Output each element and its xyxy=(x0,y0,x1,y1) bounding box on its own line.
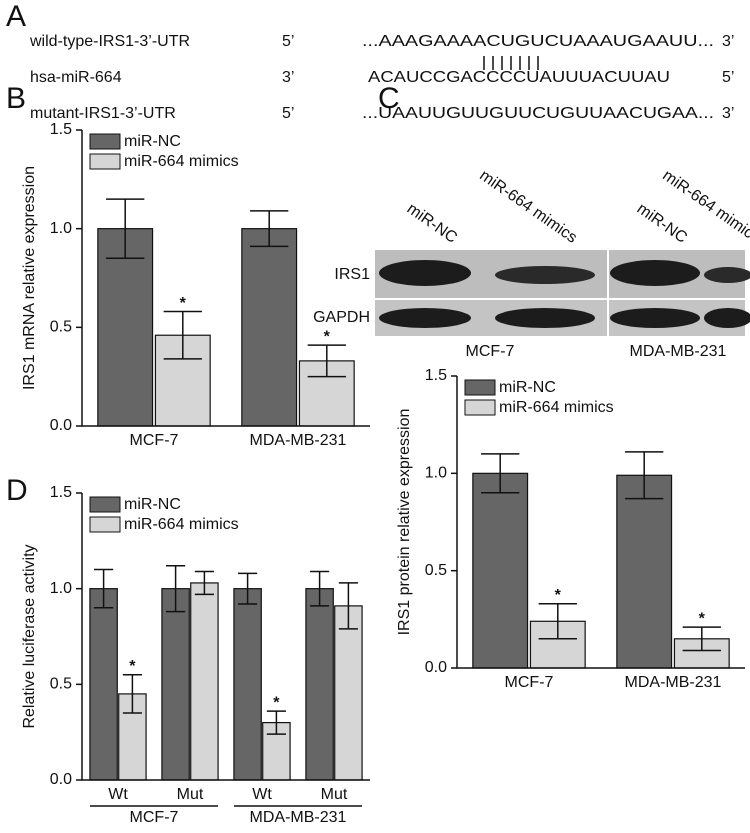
group-label: MDA-MB-231 xyxy=(250,809,347,826)
legend-label: miR-NC xyxy=(124,133,181,150)
y-tick-label: 0.0 xyxy=(50,417,72,434)
sequence-end: 3’ xyxy=(722,105,734,122)
sequence-name: mutant-IRS1-3’-UTR xyxy=(30,105,176,122)
protein-label: IRS1 xyxy=(334,266,370,283)
error-bar xyxy=(106,198,145,260)
y-tick-label: 0.5 xyxy=(50,676,72,693)
significance: * xyxy=(555,587,562,604)
bar xyxy=(154,334,211,427)
bar xyxy=(472,472,529,669)
blot xyxy=(375,250,750,336)
x-tick-label: Wt xyxy=(252,786,272,803)
significance: * xyxy=(273,694,280,711)
y-tick-label: 0.0 xyxy=(50,771,72,788)
legend-swatch xyxy=(89,133,121,150)
pairing-lines xyxy=(483,56,539,70)
legend-label: miR-664 mimics xyxy=(499,399,614,416)
bar xyxy=(97,228,154,427)
x-tick-label: Wt xyxy=(108,786,128,803)
sequence-name: hsa-miR-664 xyxy=(30,69,122,86)
error-bar xyxy=(481,453,520,494)
sequence-end: 5’ xyxy=(722,69,734,86)
bar xyxy=(305,588,334,781)
bar xyxy=(190,582,219,781)
y-axis-label: IRS1 protein relative expression xyxy=(396,409,413,636)
bar xyxy=(233,588,262,781)
lane-label: miR-NC xyxy=(404,200,460,247)
x-tick-label: MCF-7 xyxy=(130,432,179,449)
group-label: MCF-7 xyxy=(130,809,179,826)
bar xyxy=(89,588,118,781)
error-bar xyxy=(266,710,286,735)
bar xyxy=(334,605,363,781)
x-tick-label: MCF-7 xyxy=(505,674,554,691)
sequence: ACAUCCGACCCCUAUUUACUUAU xyxy=(368,69,670,86)
y-tick-label: 1.5 xyxy=(425,367,447,384)
y-tick-label: 1.0 xyxy=(50,220,72,237)
error-bar xyxy=(538,603,577,640)
x-tick-label: MDA-MB-231 xyxy=(250,432,347,449)
error-bar xyxy=(307,344,346,378)
cell-line-label: MDA-MB-231 xyxy=(630,343,727,360)
lane-label: miR-664 mimics xyxy=(476,167,580,247)
sequence-end: 5’ xyxy=(282,105,294,122)
legend-label: miR-NC xyxy=(499,379,556,396)
panel-label: A xyxy=(6,0,26,33)
significance: * xyxy=(699,610,706,627)
significance: * xyxy=(324,328,331,345)
sequence: ...UAAUUGUUGUUCUGUUAACUGAA... xyxy=(362,105,714,122)
y-axis-label: IRS1 mRNA relative expression xyxy=(21,166,38,390)
significance: * xyxy=(129,658,136,675)
y-tick-label: 1.5 xyxy=(50,121,72,138)
error-bar xyxy=(310,570,330,607)
bar xyxy=(616,474,673,669)
x-tick-label: Mut xyxy=(177,786,204,803)
bar xyxy=(161,588,190,781)
legend-label: miR-NC xyxy=(124,496,181,513)
error-bar xyxy=(194,570,214,596)
significance: * xyxy=(180,295,187,312)
sequence-name: wild-type-IRS1-3’-UTR xyxy=(29,33,190,50)
y-tick-label: 1.0 xyxy=(425,465,447,482)
y-tick-label: 0.5 xyxy=(50,319,72,336)
error-bar xyxy=(238,572,258,605)
panel-label: D xyxy=(6,474,28,507)
y-tick-label: 1.0 xyxy=(50,580,72,597)
panel-label: C xyxy=(378,82,400,115)
legend-swatch xyxy=(464,379,496,396)
error-bar xyxy=(338,582,358,630)
y-tick-label: 0.5 xyxy=(425,562,447,579)
error-bar xyxy=(94,568,114,609)
error-bar xyxy=(250,210,289,248)
legend-label: miR-664 mimics xyxy=(124,153,239,170)
error-bar xyxy=(122,674,142,714)
legend-swatch xyxy=(89,516,121,533)
y-axis-label: Relative luciferase activity xyxy=(21,544,38,728)
sequence-end: 3’ xyxy=(722,33,734,50)
x-tick-label: Mut xyxy=(321,786,348,803)
error-bar xyxy=(163,310,202,360)
error-bar xyxy=(682,626,721,652)
y-tick-label: 0.0 xyxy=(425,659,447,676)
axis xyxy=(81,493,370,781)
panel-label: B xyxy=(6,82,26,115)
bar xyxy=(241,228,298,427)
lane-label: miR-NC xyxy=(634,200,690,247)
legend-label: miR-664 mimics xyxy=(124,516,239,533)
y-tick-label: 1.5 xyxy=(50,484,72,501)
axis xyxy=(456,376,745,669)
axis xyxy=(81,130,370,427)
legend-swatch xyxy=(464,399,496,416)
sequence-end: 5’ xyxy=(282,33,294,50)
x-tick-label: MDA-MB-231 xyxy=(625,674,722,691)
protein-label: GAPDH xyxy=(313,309,370,326)
legend-swatch xyxy=(89,153,121,170)
error-bar xyxy=(166,564,186,613)
sequence: ...AAAGAAAACUGUCUAAAUGAAUU... xyxy=(362,33,714,50)
legend-swatch xyxy=(89,496,121,513)
sequence-end: 3’ xyxy=(282,69,294,86)
error-bar xyxy=(625,451,664,500)
cell-line-label: MCF-7 xyxy=(466,343,515,360)
